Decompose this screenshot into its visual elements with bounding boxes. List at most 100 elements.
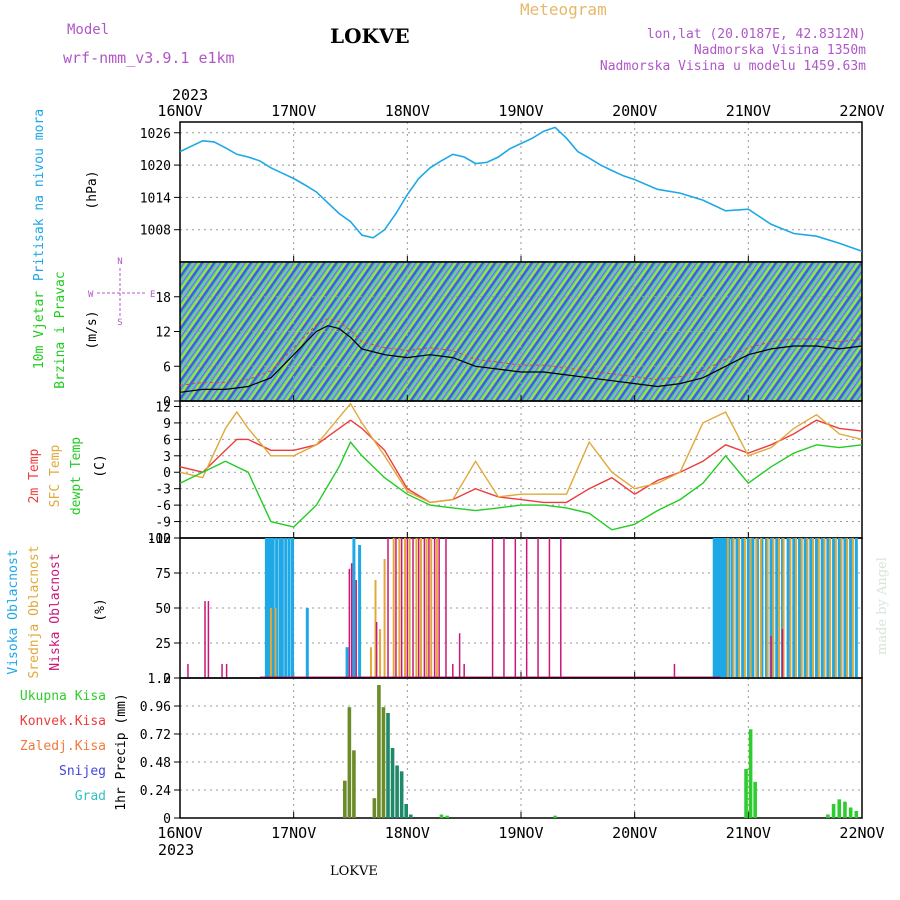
precip-bar (372, 798, 377, 818)
y-tick-label: 6 (163, 360, 171, 375)
legend-freezing-rain: Zaledj.Kisa (20, 739, 106, 754)
y-tick-label: -9 (155, 516, 171, 531)
wind-unit: (m/s) (85, 310, 100, 349)
lonlat-text: lon,lat (20.0187E, 42.8312N) (647, 27, 866, 42)
precip-bar (381, 707, 386, 818)
wind-ylabel-sub: Brzina i Pravac (53, 271, 68, 388)
precip-bar (445, 815, 449, 818)
precip-bar (831, 804, 836, 818)
precip-bar (553, 815, 557, 818)
y-tick-label: 1026 (140, 127, 171, 142)
y-tick-label: 12 (155, 400, 171, 415)
legend-total-precip: Ukupna Kisa (20, 689, 106, 704)
precip-bar (753, 781, 757, 818)
y-tick-label: 9 (163, 417, 171, 432)
precip-bar (352, 750, 356, 818)
precip-ylabel-main: 1hr Precip (114, 732, 129, 810)
precip-bar (848, 807, 853, 818)
y-tick-label: -3 (155, 483, 171, 498)
y-tick-label: 100 (148, 532, 171, 547)
x-tick-label-bottom: 19NOV (498, 824, 543, 842)
y-tick-label: 1008 (140, 224, 171, 239)
wind-panel: 10m Vjetar Brzina i Pravac (m/s) N W E S… (32, 257, 863, 410)
precip-bar (404, 804, 408, 818)
y-tick-label: -6 (155, 499, 171, 514)
precip-bar (347, 707, 352, 818)
y-tick-label: 1.2 (148, 672, 171, 687)
x-tick-label-top: 21NOV (726, 102, 771, 120)
compass-north: N (117, 257, 122, 267)
precip-bar (744, 769, 748, 818)
precip-bar (395, 765, 399, 818)
precip-bar (854, 811, 859, 818)
y-tick-label: 0.96 (140, 700, 171, 715)
precip-bar (408, 814, 413, 818)
y-tick-label: 0.24 (140, 784, 171, 799)
y-tick-label: 75 (155, 567, 171, 582)
x-tick-label-bottom: 16NOV (157, 824, 202, 842)
wind-ylabel: 10m Vjetar (32, 291, 47, 369)
x-tick-label-top: 22NOV (839, 102, 884, 120)
temp-sfc-line (179, 402, 863, 504)
precip-bar (343, 780, 347, 818)
temp-unit: (C) (93, 454, 108, 477)
footer-station: LOKVE (330, 864, 378, 879)
x-tick-label-bottom: 22NOV (839, 824, 884, 842)
model-label: Model (67, 22, 109, 38)
dewpoint-line (179, 440, 863, 531)
precip-bar (748, 729, 753, 818)
legend-snow: Snijeg (59, 764, 106, 779)
pressure-panel: Pritisak na nivou mora (hPa) 1008 1014 102… (32, 109, 863, 281)
cloud-ylabel-high: Visoka Oblacnost (6, 549, 21, 674)
compass-east: E (150, 290, 155, 300)
precip-legend: Ukupna Kisa Konvek.Kisa Zaledj.Kisa Snij… (20, 689, 106, 804)
precip-bar (826, 814, 830, 818)
x-tick-label-top: 20NOV (612, 102, 657, 120)
pressure-line (179, 126, 863, 252)
legend-conv-precip: Konvek.Kisa (20, 714, 106, 729)
year-bottom: 2023 (158, 841, 194, 859)
x-tick-label-top: 19NOV (498, 102, 543, 120)
cloud-panel: Visoka Oblacnost Srednja Oblacnost Niska… (6, 532, 863, 687)
x-tick-label-top: 16NOV (157, 102, 202, 120)
watermark: made by Angel (875, 557, 890, 655)
model-value: wrf-nmm_v3.9.1 e1km (63, 49, 235, 67)
precip-bar (399, 771, 404, 818)
elevation-text: Nadmorska Visina 1350m (694, 43, 866, 58)
cloud-unit: (%) (93, 598, 108, 621)
cloud-ylabel-mid: Srednja Oblacnost (27, 545, 42, 678)
pressure-ylabel: Pritisak na nivou mora (32, 109, 47, 281)
y-tick-label: 18 (155, 291, 171, 306)
precip-bar (837, 799, 842, 818)
compass-south: S (117, 318, 122, 328)
x-tick-label-bottom: 17NOV (271, 824, 316, 842)
precip-bar (390, 748, 395, 818)
precip-bar (377, 685, 381, 818)
y-tick-label: 0.72 (140, 728, 171, 743)
y-tick-label: 1014 (140, 191, 171, 206)
station-title: LOKVE (330, 24, 410, 48)
precip-bar (843, 801, 847, 818)
x-axis-bottom-labels: 16NOV 17NOV 18NOV 19NOV 20NOV 21NOV 22NOV (157, 824, 884, 842)
pressure-unit: (hPa) (85, 170, 100, 209)
y-tick-label: 1020 (140, 159, 171, 174)
x-tick-label-bottom: 20NOV (612, 824, 657, 842)
y-tick-label: 0 (163, 672, 171, 687)
temperature-panel: 2m Temp SFC Temp dewpt Temp (C) -12-9 -6-… (27, 400, 863, 547)
x-tick-label-top: 18NOV (385, 102, 430, 120)
y-tick-label: 3 (163, 450, 171, 465)
compass-rose: N W E S (88, 257, 155, 328)
y-tick-label: -12 (148, 532, 171, 547)
wind-speed-line (179, 325, 863, 393)
temp-ylabel-2m: 2m Temp (27, 448, 42, 503)
x-tick-label-top: 17NOV (271, 102, 316, 120)
precip-panel: Ukupna Kisa Konvek.Kisa Zaledj.Kisa Snij… (20, 672, 863, 827)
product-title: Meteogram (520, 0, 607, 19)
x-tick-label-bottom: 21NOV (726, 824, 771, 842)
y-tick-label: 0 (163, 466, 171, 481)
wind-gust-line (179, 318, 863, 386)
panel-frame (179, 677, 863, 819)
y-tick-label: 0.48 (140, 756, 171, 771)
temp-ylabel-dewpt: dewpt Temp (69, 437, 84, 515)
